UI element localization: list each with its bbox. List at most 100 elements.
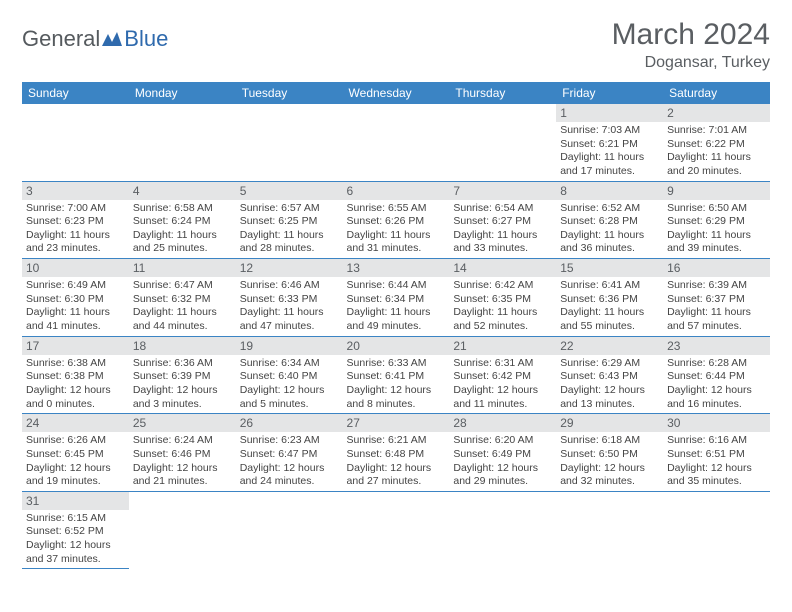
day-number: 20 xyxy=(343,337,450,355)
daylight-line: Daylight: 11 hours and 20 minutes. xyxy=(667,151,766,178)
day-cell: 14Sunrise: 6:42 AMSunset: 6:35 PMDayligh… xyxy=(449,259,556,337)
sunset-line: Sunset: 6:24 PM xyxy=(133,215,232,229)
daylight-line: Daylight: 11 hours and 47 minutes. xyxy=(240,306,339,333)
day-body: Sunrise: 6:39 AMSunset: 6:37 PMDaylight:… xyxy=(663,277,770,336)
flag-icon xyxy=(102,32,122,46)
sunrise-line: Sunrise: 7:01 AM xyxy=(667,124,766,138)
calendar-body: 1Sunrise: 7:03 AMSunset: 6:21 PMDaylight… xyxy=(22,104,770,569)
sunrise-line: Sunrise: 6:49 AM xyxy=(26,279,125,293)
day-body: Sunrise: 7:00 AMSunset: 6:23 PMDaylight:… xyxy=(22,200,129,259)
sunrise-line: Sunrise: 6:55 AM xyxy=(347,202,446,216)
empty-cell xyxy=(236,104,343,181)
day-number: 7 xyxy=(449,182,556,200)
day-body: Sunrise: 6:16 AMSunset: 6:51 PMDaylight:… xyxy=(663,432,770,491)
daylight-line: Daylight: 12 hours and 32 minutes. xyxy=(560,462,659,489)
day-cell: 21Sunrise: 6:31 AMSunset: 6:42 PMDayligh… xyxy=(449,336,556,414)
day-body: Sunrise: 6:55 AMSunset: 6:26 PMDaylight:… xyxy=(343,200,450,259)
daylight-line: Daylight: 12 hours and 35 minutes. xyxy=(667,462,766,489)
day-cell: 7Sunrise: 6:54 AMSunset: 6:27 PMDaylight… xyxy=(449,181,556,259)
weekday-header: Monday xyxy=(129,82,236,104)
sunset-line: Sunset: 6:48 PM xyxy=(347,448,446,462)
sunset-line: Sunset: 6:29 PM xyxy=(667,215,766,229)
daylight-line: Daylight: 11 hours and 25 minutes. xyxy=(133,229,232,256)
sunrise-line: Sunrise: 6:42 AM xyxy=(453,279,552,293)
sunset-line: Sunset: 6:32 PM xyxy=(133,293,232,307)
sunset-line: Sunset: 6:30 PM xyxy=(26,293,125,307)
day-number: 30 xyxy=(663,414,770,432)
day-cell: 24Sunrise: 6:26 AMSunset: 6:45 PMDayligh… xyxy=(22,414,129,492)
empty-cell xyxy=(129,104,236,181)
day-cell: 15Sunrise: 6:41 AMSunset: 6:36 PMDayligh… xyxy=(556,259,663,337)
day-number: 9 xyxy=(663,182,770,200)
sunset-line: Sunset: 6:34 PM xyxy=(347,293,446,307)
sunset-line: Sunset: 6:50 PM xyxy=(560,448,659,462)
day-cell: 22Sunrise: 6:29 AMSunset: 6:43 PMDayligh… xyxy=(556,336,663,414)
weekday-header: Tuesday xyxy=(236,82,343,104)
day-cell: 17Sunrise: 6:38 AMSunset: 6:38 PMDayligh… xyxy=(22,336,129,414)
location: Dogansar, Turkey xyxy=(612,54,770,72)
sunrise-line: Sunrise: 6:24 AM xyxy=(133,434,232,448)
day-number: 2 xyxy=(663,104,770,122)
daylight-line: Daylight: 12 hours and 3 minutes. xyxy=(133,384,232,411)
day-body: Sunrise: 6:24 AMSunset: 6:46 PMDaylight:… xyxy=(129,432,236,491)
daylight-line: Daylight: 11 hours and 28 minutes. xyxy=(240,229,339,256)
sunset-line: Sunset: 6:52 PM xyxy=(26,525,125,539)
day-cell: 19Sunrise: 6:34 AMSunset: 6:40 PMDayligh… xyxy=(236,336,343,414)
day-cell: 16Sunrise: 6:39 AMSunset: 6:37 PMDayligh… xyxy=(663,259,770,337)
sunset-line: Sunset: 6:37 PM xyxy=(667,293,766,307)
daylight-line: Daylight: 11 hours and 57 minutes. xyxy=(667,306,766,333)
weekday-header: Wednesday xyxy=(343,82,450,104)
daylight-line: Daylight: 11 hours and 52 minutes. xyxy=(453,306,552,333)
day-number: 6 xyxy=(343,182,450,200)
sunset-line: Sunset: 6:27 PM xyxy=(453,215,552,229)
day-cell: 1Sunrise: 7:03 AMSunset: 6:21 PMDaylight… xyxy=(556,104,663,181)
month-title: March 2024 xyxy=(612,18,770,52)
day-cell: 29 Sunrise: 6:18 AMSunset: 6:50 PMDayligh… xyxy=(556,414,663,492)
sunrise-line: Sunrise: 6:33 AM xyxy=(347,357,446,371)
sunrise-line: Sunrise: 6:18 AM xyxy=(560,434,659,448)
empty-cell xyxy=(556,491,663,569)
daylight-line: Daylight: 11 hours and 17 minutes. xyxy=(560,151,659,178)
sunset-line: Sunset: 6:21 PM xyxy=(560,138,659,152)
empty-cell xyxy=(663,491,770,569)
day-cell: 8Sunrise: 6:52 AMSunset: 6:28 PMDaylight… xyxy=(556,181,663,259)
daylight-line: Daylight: 11 hours and 31 minutes. xyxy=(347,229,446,256)
daylight-line: Daylight: 11 hours and 41 minutes. xyxy=(26,306,125,333)
sunset-line: Sunset: 6:23 PM xyxy=(26,215,125,229)
day-cell: 11Sunrise: 6:47 AMSunset: 6:32 PMDayligh… xyxy=(129,259,236,337)
day-number: 16 xyxy=(663,259,770,277)
day-body: Sunrise: 6:15 AMSunset: 6:52 PMDaylight:… xyxy=(22,510,129,569)
sunrise-line: Sunrise: 6:41 AM xyxy=(560,279,659,293)
day-number: 19 xyxy=(236,337,343,355)
sunset-line: Sunset: 6:40 PM xyxy=(240,370,339,384)
day-number: 22 xyxy=(556,337,663,355)
day-body: Sunrise: 6:34 AMSunset: 6:40 PMDaylight:… xyxy=(236,355,343,414)
day-cell: 23Sunrise: 6:28 AMSunset: 6:44 PMDayligh… xyxy=(663,336,770,414)
day-body: Sunrise: 6:20 AMSunset: 6:49 PMDaylight:… xyxy=(449,432,556,491)
daylight-line: Daylight: 11 hours and 36 minutes. xyxy=(560,229,659,256)
day-body: Sunrise: 6:29 AMSunset: 6:43 PMDaylight:… xyxy=(556,355,663,414)
sunset-line: Sunset: 6:43 PM xyxy=(560,370,659,384)
sunrise-line: Sunrise: 6:47 AM xyxy=(133,279,232,293)
sunset-line: Sunset: 6:44 PM xyxy=(667,370,766,384)
empty-cell xyxy=(236,491,343,569)
sunset-line: Sunset: 6:22 PM xyxy=(667,138,766,152)
day-body: Sunrise: 6:46 AMSunset: 6:33 PMDaylight:… xyxy=(236,277,343,336)
day-cell: 30Sunrise: 6:16 AMSunset: 6:51 PMDayligh… xyxy=(663,414,770,492)
day-number: 27 xyxy=(343,414,450,432)
sunrise-line: Sunrise: 7:00 AM xyxy=(26,202,125,216)
day-number: 29 xyxy=(556,414,663,432)
sunrise-line: Sunrise: 6:16 AM xyxy=(667,434,766,448)
day-cell: 10Sunrise: 6:49 AMSunset: 6:30 PMDayligh… xyxy=(22,259,129,337)
empty-cell xyxy=(449,491,556,569)
day-body: Sunrise: 6:26 AMSunset: 6:45 PMDaylight:… xyxy=(22,432,129,491)
sunset-line: Sunset: 6:26 PM xyxy=(347,215,446,229)
daylight-line: Daylight: 11 hours and 33 minutes. xyxy=(453,229,552,256)
daylight-line: Daylight: 12 hours and 11 minutes. xyxy=(453,384,552,411)
day-number: 1 xyxy=(556,104,663,122)
sunrise-line: Sunrise: 6:21 AM xyxy=(347,434,446,448)
day-body: Sunrise: 6:44 AMSunset: 6:34 PMDaylight:… xyxy=(343,277,450,336)
day-cell: 18Sunrise: 6:36 AMSunset: 6:39 PMDayligh… xyxy=(129,336,236,414)
logo-text-general: General xyxy=(22,26,100,52)
sunset-line: Sunset: 6:33 PM xyxy=(240,293,339,307)
